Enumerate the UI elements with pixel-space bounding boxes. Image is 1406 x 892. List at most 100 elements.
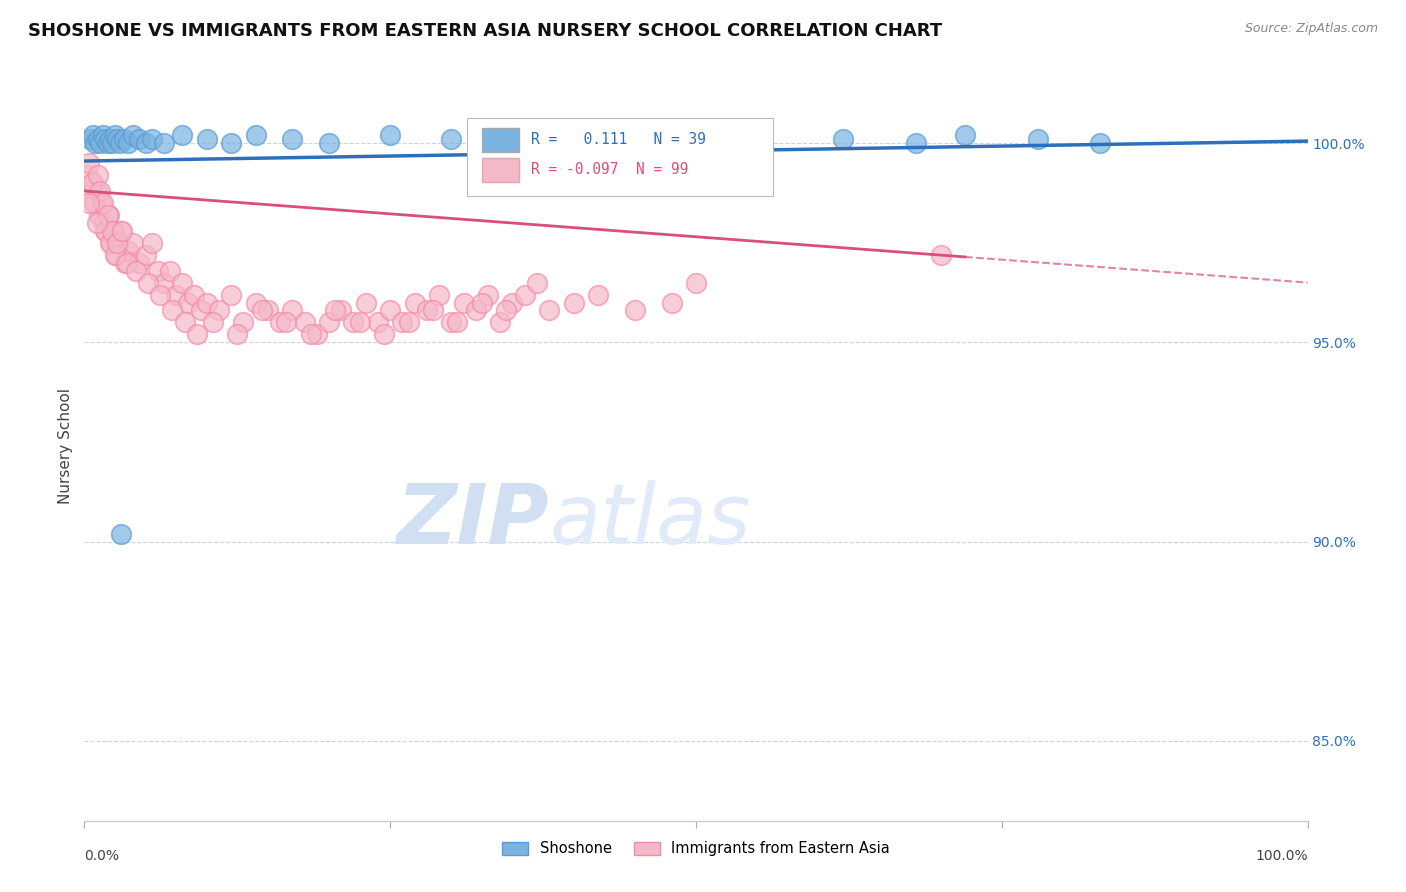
- Point: [103, 224, 125, 238]
- Point: [162, 303, 184, 318]
- Point: [79, 132, 101, 146]
- Point: [201, 315, 224, 329]
- FancyBboxPatch shape: [482, 128, 519, 152]
- Point: [245, 128, 267, 142]
- Point: [471, 295, 494, 310]
- Point: [354, 295, 377, 310]
- Point: [82, 176, 104, 190]
- Point: [141, 235, 163, 250]
- Point: [502, 136, 524, 150]
- Text: ZIP: ZIP: [396, 481, 550, 561]
- Point: [624, 303, 647, 318]
- Point: [440, 132, 463, 146]
- Point: [153, 276, 176, 290]
- Point: [219, 136, 242, 150]
- Point: [122, 128, 145, 142]
- Point: [77, 195, 100, 210]
- Point: [440, 315, 463, 329]
- Point: [391, 315, 413, 329]
- Point: [446, 315, 468, 329]
- Point: [86, 216, 108, 230]
- Point: [305, 327, 328, 342]
- Text: SHOSHONE VS IMMIGRANTS FROM EASTERN ASIA NURSERY SCHOOL CORRELATION CHART: SHOSHONE VS IMMIGRANTS FROM EASTERN ASIA…: [28, 22, 942, 40]
- Point: [905, 136, 928, 150]
- Point: [464, 303, 486, 318]
- Point: [398, 315, 420, 329]
- Point: [502, 295, 524, 310]
- Point: [79, 184, 101, 198]
- Point: [93, 216, 115, 230]
- Point: [250, 303, 273, 318]
- Point: [245, 295, 267, 310]
- Point: [422, 303, 444, 318]
- Point: [122, 235, 145, 250]
- Point: [87, 132, 110, 146]
- Point: [177, 295, 200, 310]
- Point: [97, 208, 120, 222]
- Point: [96, 224, 118, 238]
- Point: [318, 315, 340, 329]
- Point: [427, 287, 450, 301]
- Point: [367, 315, 389, 329]
- FancyBboxPatch shape: [467, 118, 773, 196]
- Point: [94, 224, 117, 238]
- Point: [349, 315, 371, 329]
- Point: [624, 132, 647, 146]
- Point: [495, 303, 517, 318]
- Point: [299, 327, 322, 342]
- Point: [82, 128, 104, 142]
- Point: [269, 315, 291, 329]
- Point: [661, 295, 683, 310]
- Point: [257, 303, 280, 318]
- Point: [183, 287, 205, 301]
- Point: [173, 315, 195, 329]
- Point: [146, 263, 169, 277]
- Point: [685, 136, 707, 150]
- Point: [172, 276, 194, 290]
- Point: [477, 287, 499, 301]
- Point: [86, 184, 108, 198]
- Point: [172, 128, 194, 142]
- Point: [105, 132, 128, 146]
- Point: [80, 176, 103, 190]
- Point: [135, 248, 157, 262]
- Point: [98, 235, 121, 250]
- Point: [136, 276, 159, 290]
- Point: [281, 303, 304, 318]
- Point: [141, 132, 163, 146]
- Point: [538, 303, 561, 318]
- Point: [115, 255, 138, 269]
- Text: R = -0.097  N = 99: R = -0.097 N = 99: [531, 162, 689, 177]
- Point: [101, 136, 124, 150]
- Point: [84, 136, 107, 150]
- Point: [107, 235, 129, 250]
- Point: [219, 287, 242, 301]
- Point: [101, 224, 124, 238]
- Point: [149, 287, 172, 301]
- Point: [562, 128, 585, 142]
- Point: [1088, 136, 1111, 150]
- Point: [97, 136, 120, 150]
- Point: [117, 244, 139, 258]
- Point: [110, 526, 132, 541]
- Point: [513, 287, 536, 301]
- Point: [117, 136, 139, 150]
- Point: [128, 255, 150, 269]
- Point: [105, 248, 128, 262]
- Point: [342, 315, 364, 329]
- Point: [90, 195, 112, 210]
- Point: [159, 263, 181, 277]
- Point: [165, 287, 187, 301]
- Point: [1028, 132, 1050, 146]
- Point: [323, 303, 346, 318]
- Point: [929, 248, 952, 262]
- Point: [526, 276, 548, 290]
- Text: 0.0%: 0.0%: [84, 849, 120, 863]
- Point: [281, 132, 304, 146]
- Point: [831, 132, 853, 146]
- Point: [153, 136, 176, 150]
- Point: [108, 136, 131, 150]
- Point: [110, 224, 132, 238]
- Point: [114, 255, 136, 269]
- Point: [77, 156, 100, 170]
